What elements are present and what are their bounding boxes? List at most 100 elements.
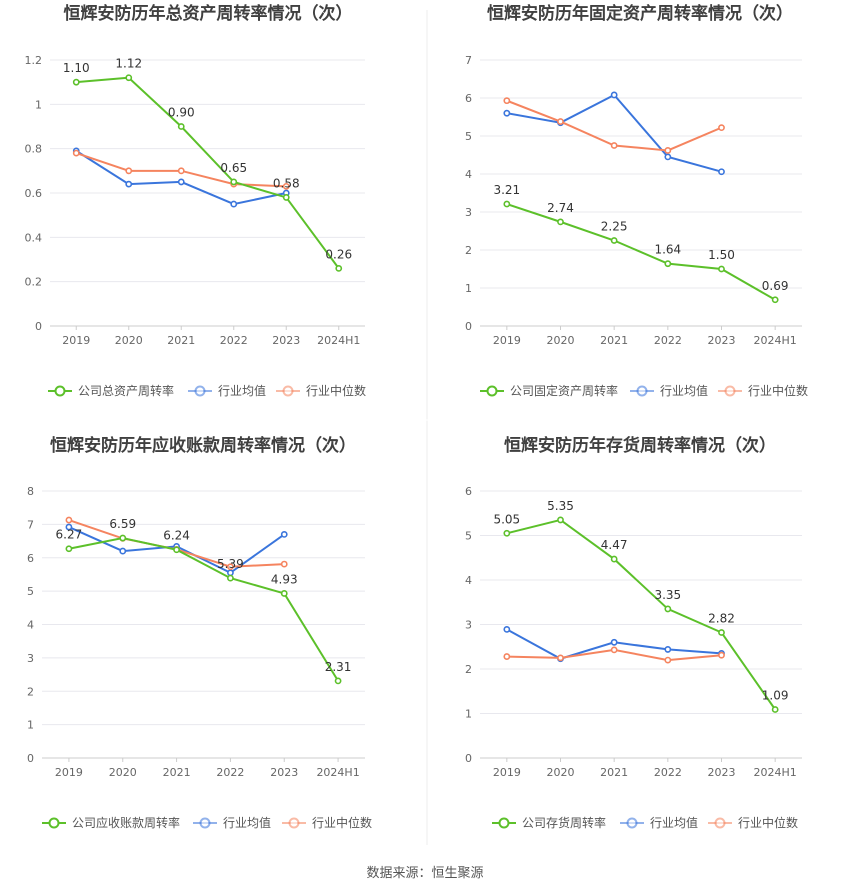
data-point	[557, 218, 564, 226]
y-tick-label: 0.2	[25, 276, 43, 289]
data-point	[503, 97, 511, 105]
data-point	[65, 523, 73, 531]
data-point	[280, 590, 288, 597]
data-label: 2.25	[601, 220, 628, 234]
data-point	[664, 605, 672, 613]
data-point	[664, 147, 672, 154]
legend-swatch-marker	[714, 817, 726, 829]
chart-title: 恒辉安防历年固定资产周转率情况（次）	[487, 3, 793, 24]
series-line	[75, 150, 287, 206]
data-point	[280, 560, 288, 568]
data-label: 4.93	[271, 572, 298, 586]
data-label: 6.27	[56, 528, 83, 542]
data-point	[610, 142, 618, 149]
y-tick-label: 6	[465, 485, 472, 498]
legend-swatch-marker	[54, 385, 66, 397]
data-point	[65, 545, 73, 553]
x-tick-label: 2019	[493, 766, 521, 779]
data-point	[503, 109, 511, 117]
legend-label: 公司固定资产周转率	[510, 383, 618, 398]
chart-title: 恒辉安防历年应收账款周转率情况（次）	[50, 435, 356, 456]
data-point	[610, 237, 618, 244]
y-tick-label: 4	[465, 574, 472, 587]
legend-label: 行业中位数	[306, 383, 366, 398]
legend-label: 行业均值	[223, 815, 271, 830]
data-point	[610, 555, 618, 563]
data-point	[177, 178, 185, 186]
y-tick-label: 7	[27, 518, 34, 531]
data-label: 0.58	[273, 176, 300, 190]
legend-item: 公司应收账款周转率	[42, 815, 180, 830]
chart-title: 恒辉安防历年存货周转率情况（次）	[504, 435, 776, 456]
legend-item: 公司固定资产周转率	[480, 383, 618, 398]
y-tick-label: 5	[27, 585, 34, 598]
x-tick-label: 2024H1	[317, 334, 360, 347]
legend-swatch-marker	[724, 385, 736, 397]
data-point	[282, 194, 290, 201]
data-label: 4.47	[601, 538, 628, 552]
data-point	[664, 153, 672, 161]
data-point	[119, 534, 127, 542]
x-tick-label: 2024H1	[316, 766, 359, 779]
data-point	[610, 646, 618, 654]
y-tick-label: 0.8	[25, 143, 43, 156]
data-point	[227, 574, 234, 582]
y-tick-label: 2	[465, 244, 472, 257]
x-tick-label: 2019	[62, 334, 90, 347]
data-point	[503, 200, 511, 208]
legend-label: 行业均值	[650, 815, 698, 830]
legend-swatch-marker	[636, 385, 648, 397]
data-point	[718, 124, 725, 132]
data-point	[503, 625, 511, 633]
y-tick-label: 4	[465, 168, 472, 181]
legend-item: 公司总资产周转率	[48, 383, 174, 398]
data-point	[503, 653, 511, 660]
data-label: 3.21	[493, 183, 520, 197]
legend-item: 行业中位数	[708, 815, 798, 830]
x-tick-label: 2021	[600, 766, 628, 779]
x-tick-label: 2019	[493, 334, 521, 347]
legend-label: 行业中位数	[738, 815, 798, 830]
legend-swatch-marker	[486, 385, 498, 397]
legend-item: 行业中位数	[282, 815, 372, 830]
x-tick-label: 2022	[220, 334, 248, 347]
legend-swatch-marker	[626, 817, 638, 829]
data-label: 2.31	[325, 660, 352, 674]
data-label: 5.39	[217, 557, 244, 571]
data-point	[664, 260, 672, 268]
data-point	[72, 78, 80, 86]
chart-title: 恒辉安防历年总资产周转率情况（次）	[64, 3, 353, 24]
legend-item: 行业中位数	[718, 383, 808, 398]
chart-panel-2: 恒辉安防历年固定资产周转率情况（次） 0 1 2 3 4 5 6 7 2019 2020 2021 20…	[465, 3, 808, 398]
legend-item: 行业均值	[620, 815, 698, 830]
y-tick-label: 0	[465, 752, 472, 765]
data-point	[230, 178, 238, 186]
data-label: 1.12	[115, 57, 142, 71]
data-point	[718, 265, 725, 273]
data-point	[503, 529, 511, 537]
data-point	[227, 563, 234, 571]
data-label: 0.65	[220, 161, 247, 175]
data-point	[230, 200, 238, 208]
data-point	[72, 149, 80, 157]
x-tick-label: 2021	[167, 334, 195, 347]
legend-label: 行业中位数	[748, 383, 808, 398]
x-tick-label: 2022	[654, 334, 682, 347]
legend-label: 行业均值	[218, 383, 266, 398]
series-line	[76, 76, 340, 269]
x-tick-label: 2022	[654, 766, 682, 779]
y-tick-label: 0.4	[25, 231, 43, 244]
x-tick-label: 2022	[216, 766, 244, 779]
y-tick-label: 3	[465, 206, 472, 219]
y-tick-label: 0	[27, 752, 34, 765]
data-point	[718, 168, 725, 176]
legend-swatch-marker	[199, 817, 211, 829]
legend-item: 行业中位数	[276, 383, 366, 398]
data-label: 1.50	[708, 248, 735, 262]
y-tick-label: 1	[465, 282, 472, 295]
y-tick-label: 1	[35, 98, 42, 111]
data-point	[177, 123, 185, 130]
y-tick-label: 0	[465, 320, 472, 333]
y-tick-label: 5	[465, 130, 472, 143]
y-tick-label: 0.6	[25, 187, 43, 200]
